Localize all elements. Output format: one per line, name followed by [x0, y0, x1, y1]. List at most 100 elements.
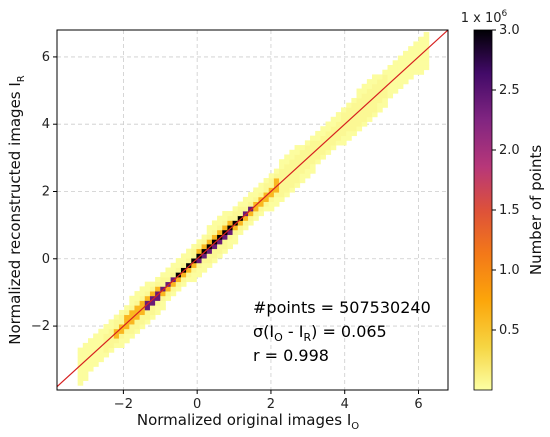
- y-tick-label: 0: [42, 252, 50, 267]
- density-bin: [366, 83, 373, 89]
- density-bin: [242, 215, 249, 221]
- density-bin: [186, 272, 192, 278]
- density-bin: [299, 168, 306, 174]
- density-bin: [253, 187, 259, 193]
- density-bin: [273, 178, 280, 184]
- density-bin: [180, 276, 187, 283]
- density-bin: [397, 79, 404, 85]
- density-bin: [423, 55, 430, 61]
- density-bin: [341, 135, 347, 141]
- density-bin: [289, 163, 295, 170]
- density-bin: [129, 328, 135, 334]
- density-bin: [413, 41, 419, 47]
- density-bin: [206, 258, 213, 264]
- density-bin: [304, 168, 311, 174]
- density-bin: [227, 211, 233, 217]
- density-bin: [263, 201, 270, 207]
- density-bin: [310, 135, 316, 141]
- density-bin: [330, 126, 337, 132]
- density-bin: [180, 262, 187, 268]
- density-bin: [423, 36, 430, 42]
- density-bin: [108, 333, 115, 339]
- density-bin: [325, 145, 332, 151]
- density-bin: [387, 88, 394, 94]
- density-bin: [170, 276, 177, 283]
- density-bin: [423, 60, 430, 66]
- density-bin: [129, 319, 135, 325]
- density-bin: [124, 309, 130, 316]
- density-bin: [315, 149, 321, 155]
- density-bin: [170, 267, 177, 273]
- density-bin: [237, 220, 244, 226]
- density-bin: [155, 295, 161, 301]
- density-bin: [217, 215, 223, 221]
- density-bin: [397, 83, 404, 89]
- density-bin: [413, 69, 419, 75]
- density-bin: [93, 357, 99, 363]
- density-bin: [155, 286, 161, 292]
- density-bin: [165, 272, 172, 278]
- density-bin: [330, 121, 337, 127]
- density-bin: [103, 324, 110, 330]
- density-bin: [315, 140, 321, 146]
- density-bin: [335, 140, 342, 146]
- density-bin: [217, 253, 223, 259]
- density-bin: [170, 272, 177, 278]
- density-bin: [206, 248, 213, 254]
- density-bin: [87, 366, 94, 372]
- density-bin: [346, 121, 352, 127]
- density-bin: [227, 239, 233, 245]
- density-bin: [289, 154, 295, 160]
- density-bin: [134, 295, 141, 301]
- density-bin: [335, 121, 342, 127]
- density-bin: [284, 154, 290, 160]
- density-bin: [237, 206, 244, 212]
- density-bin: [124, 328, 130, 334]
- density-bin: [211, 234, 218, 240]
- density-bin: [206, 243, 213, 250]
- density-bin: [284, 159, 290, 165]
- density-bin: [382, 88, 388, 94]
- density-bin: [279, 196, 285, 202]
- density-bin: [98, 338, 104, 344]
- density-bin: [356, 102, 363, 108]
- density-bin: [258, 187, 264, 193]
- points-annotation: #points = 507530240: [253, 298, 431, 317]
- density-bin: [93, 352, 99, 358]
- density-bin: [361, 102, 368, 108]
- density-bin: [299, 163, 306, 170]
- colorbar-tick-label: 0.5: [499, 323, 520, 338]
- density-bin: [196, 248, 202, 254]
- density-bin: [387, 93, 394, 99]
- density-bin: [129, 333, 135, 339]
- density-bin: [330, 145, 337, 151]
- density-bin: [77, 375, 84, 381]
- density-bin: [248, 211, 254, 217]
- density-bin: [186, 276, 192, 283]
- density-bin: [248, 206, 254, 212]
- density-bin: [315, 159, 321, 165]
- density-bin: [310, 159, 316, 165]
- density-bin: [325, 135, 332, 141]
- density-bin: [165, 281, 172, 287]
- colorbar-tick-label: 2.5: [499, 83, 520, 98]
- density-bin: [299, 149, 306, 155]
- density-bin: [387, 74, 394, 80]
- density-bin: [253, 201, 259, 207]
- density-bin: [402, 50, 409, 56]
- density-bin: [196, 258, 202, 264]
- density-bin: [310, 149, 316, 155]
- density-bin: [413, 60, 419, 66]
- density-bin: [377, 102, 383, 108]
- density-bin: [356, 116, 363, 122]
- density-bin: [392, 79, 399, 85]
- density-bin: [222, 215, 228, 221]
- density-bin: [253, 206, 259, 212]
- density-bin: [361, 112, 368, 118]
- density-bin: [335, 135, 342, 141]
- density-bin: [108, 324, 115, 330]
- density-bin: [186, 262, 192, 268]
- density-bin: [268, 206, 275, 212]
- density-bin: [201, 267, 208, 273]
- density-bin: [144, 309, 151, 316]
